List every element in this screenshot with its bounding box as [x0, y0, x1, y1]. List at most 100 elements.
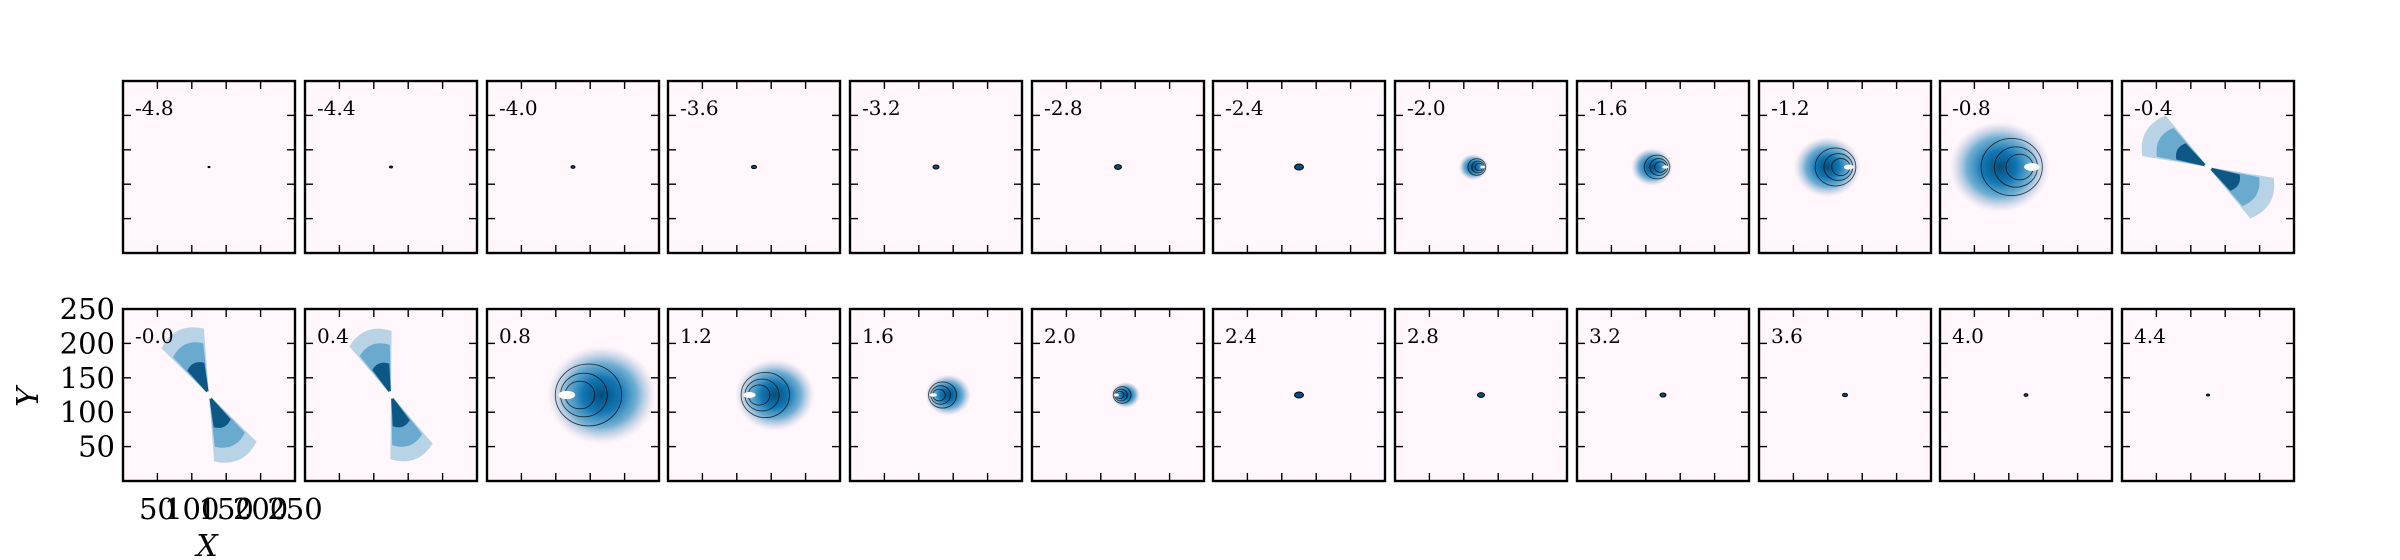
- panel: -3.6: [666, 79, 842, 255]
- panel: -1.2: [1757, 79, 1933, 255]
- intensity-halo: [1458, 153, 1488, 181]
- intensity-feature: [1477, 392, 1485, 398]
- panel-label: -2.4: [1225, 96, 1264, 120]
- intensity-feature: [1111, 381, 1141, 409]
- panel-frame: [1393, 307, 1569, 483]
- panel: -0.4: [2120, 79, 2296, 255]
- intensity-feature: [207, 165, 211, 169]
- emission-lobe: [2141, 115, 2208, 167]
- contour-line: [1814, 147, 1857, 187]
- lobe-core: [187, 362, 209, 395]
- emission-lobe: [2208, 167, 2275, 219]
- x-tick-label: 250: [267, 492, 322, 526]
- panel-frame: [303, 79, 479, 255]
- panel-label: -3.2: [862, 96, 901, 120]
- intensity-feature: [751, 164, 757, 170]
- panel-label: 4.4: [2134, 324, 2166, 348]
- panels-layer: -4.8 -4.4 -4.0 -3.6 -3.2 -2.8 -2.4 -2.0 -1.6 -1.2…: [121, 79, 2296, 483]
- panel-frame: [485, 307, 661, 483]
- intensity-spot: [207, 165, 211, 169]
- core-highlight: [558, 390, 576, 400]
- panel-frame: [303, 307, 479, 483]
- panel-label: 0.8: [499, 324, 531, 348]
- lobe-core: [372, 362, 391, 395]
- intensity-halo: [1111, 381, 1141, 409]
- intensity-feature: [389, 165, 393, 169]
- intensity-spot: [1294, 163, 1304, 171]
- panel: 0.8: [485, 307, 661, 483]
- panel: 2.4: [1211, 307, 1387, 483]
- panel: -4.0: [485, 79, 661, 255]
- panel-frame: [1030, 307, 1206, 483]
- panel-frame: [666, 79, 842, 255]
- panel-frame: [2120, 307, 2296, 483]
- panel-frame: [1938, 307, 2114, 483]
- contour-line: [740, 371, 790, 419]
- panel-label: -0.8: [1952, 96, 1991, 120]
- intensity-feature: [349, 328, 433, 462]
- panel-label: 4.0: [1952, 324, 1984, 348]
- panel: -0.8: [1938, 79, 2114, 255]
- contour-line: [1467, 158, 1487, 176]
- panel-frame: [1030, 79, 1206, 255]
- panel-label: -4.8: [135, 96, 174, 120]
- panel-label: 3.2: [1589, 324, 1621, 348]
- panel-label: -0.0: [135, 324, 174, 348]
- panel-label: -0.4: [2134, 96, 2173, 120]
- panel: -0.0: [121, 307, 297, 483]
- panel-frame: [1393, 79, 1569, 255]
- intensity-feature: [1631, 148, 1673, 186]
- panel-label: -2.0: [1407, 96, 1446, 120]
- lobe-core: [209, 395, 231, 428]
- contour-line: [928, 381, 958, 409]
- panel-frame: [1575, 79, 1751, 255]
- emission-lobe: [390, 395, 433, 462]
- panel: 1.6: [848, 307, 1024, 483]
- core-highlight: [206, 391, 212, 399]
- intensity-spot: [2206, 393, 2210, 397]
- panel: 3.6: [1757, 307, 1933, 483]
- intensity-spot: [389, 165, 393, 169]
- panel-label: 2.8: [1407, 324, 1439, 348]
- intensity-spot: [1659, 392, 1667, 398]
- intensity-spot: [932, 164, 940, 170]
- panel: 4.4: [2120, 307, 2296, 483]
- panel: -2.4: [1211, 79, 1387, 255]
- panel: 2.0: [1030, 307, 1206, 483]
- lobe-core: [2175, 143, 2208, 167]
- intensity-halo: [547, 345, 657, 445]
- x-tick-label: 200: [233, 492, 288, 526]
- core-highlight: [1843, 164, 1854, 170]
- intensity-spot: [1294, 391, 1304, 399]
- intensity-feature: [547, 345, 657, 445]
- y-tick-label: 200: [60, 326, 115, 360]
- lobe-core: [2208, 167, 2241, 191]
- y-tick-label: 150: [60, 361, 115, 395]
- intensity-feature: [2141, 115, 2275, 219]
- intensity-halo: [1949, 121, 2050, 213]
- intensity-spot: [2023, 393, 2029, 397]
- intensity-spot: [570, 165, 576, 169]
- panel-frame: [1211, 79, 1387, 255]
- core-highlight: [1480, 165, 1485, 169]
- panel-frame: [666, 307, 842, 483]
- panel-label: -4.0: [499, 96, 538, 120]
- contour-line: [1980, 137, 2043, 197]
- y-axis-label: Y: [11, 384, 46, 407]
- panel-label: 3.6: [1771, 324, 1803, 348]
- panel: -1.6: [1575, 79, 1751, 255]
- intensity-spot: [1477, 392, 1485, 398]
- emission-lobe: [209, 395, 257, 463]
- panel-label: -3.6: [680, 96, 719, 120]
- y-tick-label: 250: [60, 292, 115, 326]
- emission-lobe: [349, 328, 392, 395]
- intensity-feature: [2023, 393, 2029, 397]
- intensity-feature: [1114, 164, 1122, 170]
- panel: 2.8: [1393, 307, 1569, 483]
- contour-line: [1643, 154, 1671, 180]
- panel-label: 2.0: [1044, 324, 1076, 348]
- panel: 0.4: [303, 307, 479, 483]
- intensity-feature: [925, 374, 972, 416]
